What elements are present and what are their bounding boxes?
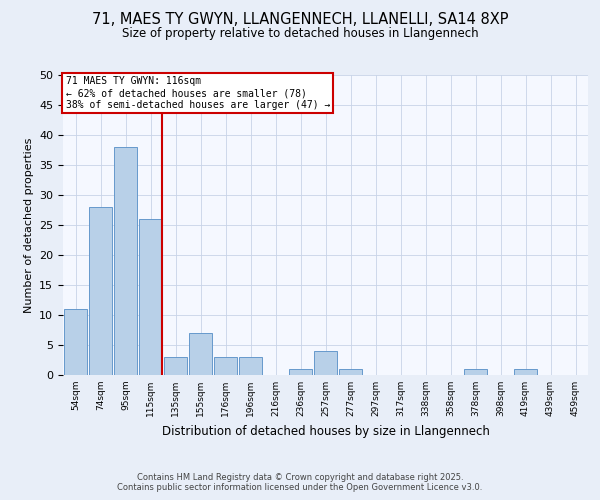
Bar: [289, 369, 312, 375]
Bar: [514, 369, 537, 375]
Bar: [314, 351, 337, 375]
Y-axis label: Number of detached properties: Number of detached properties: [23, 138, 34, 312]
Bar: [164, 357, 187, 375]
Bar: [139, 219, 162, 375]
Bar: [239, 357, 262, 375]
Bar: [64, 309, 87, 375]
Text: Contains HM Land Registry data © Crown copyright and database right 2025.: Contains HM Land Registry data © Crown c…: [137, 472, 463, 482]
Bar: [189, 333, 212, 375]
Text: Size of property relative to detached houses in Llangennech: Size of property relative to detached ho…: [122, 28, 478, 40]
X-axis label: Distribution of detached houses by size in Llangennech: Distribution of detached houses by size …: [161, 424, 490, 438]
Bar: [214, 357, 237, 375]
Bar: [339, 369, 362, 375]
Text: 71, MAES TY GWYN, LLANGENNECH, LLANELLI, SA14 8XP: 71, MAES TY GWYN, LLANGENNECH, LLANELLI,…: [92, 12, 508, 28]
Bar: [89, 207, 112, 375]
Bar: [464, 369, 487, 375]
Text: 71 MAES TY GWYN: 116sqm
← 62% of detached houses are smaller (78)
38% of semi-de: 71 MAES TY GWYN: 116sqm ← 62% of detache…: [65, 76, 330, 110]
Bar: [114, 147, 137, 375]
Text: Contains public sector information licensed under the Open Government Licence v3: Contains public sector information licen…: [118, 482, 482, 492]
